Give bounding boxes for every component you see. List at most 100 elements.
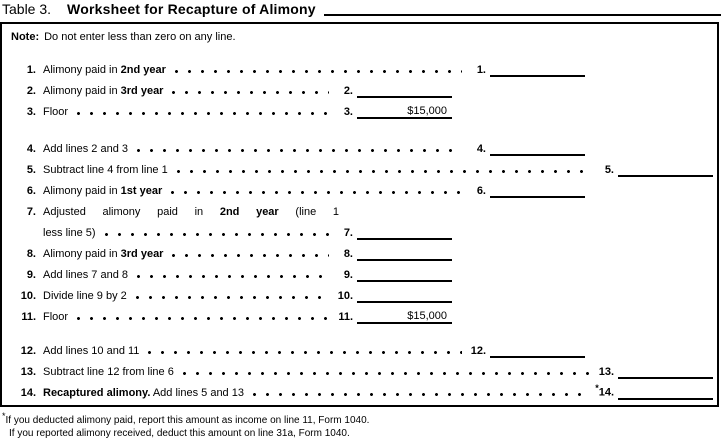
label-text: Adjusted alimony paid in xyxy=(43,206,220,218)
column-spacer xyxy=(452,281,713,282)
dot-leader xyxy=(176,170,590,173)
line-label: Subtract line 4 from line 1 xyxy=(43,163,168,177)
dot-leader xyxy=(171,191,462,194)
answer: 3. $15,000 xyxy=(338,104,452,119)
answer: 1. xyxy=(471,62,585,77)
footnote-text-1: If you deducted alimony paid, report thi… xyxy=(5,415,370,426)
answer: 2. xyxy=(338,83,452,98)
line-label: Add lines 2 and 3 xyxy=(43,142,128,156)
line-label: Recaptured alimony. Add lines 5 and 13 xyxy=(43,386,244,400)
line-label: Floor xyxy=(43,310,68,324)
footnote-star: * xyxy=(2,411,6,421)
label-text: Add lines 7 and 8 xyxy=(43,269,129,281)
answer-line-number: *14. xyxy=(595,381,614,400)
label-bold-text: 1st year xyxy=(120,185,163,197)
answer-line-number: 5. xyxy=(604,164,614,176)
dot-leader xyxy=(174,70,462,73)
answer-blank xyxy=(618,385,713,400)
dot-leader xyxy=(137,275,329,278)
column-spacer xyxy=(585,155,713,156)
footnote-line-2: If you reported alimony received, deduct… xyxy=(2,427,721,440)
line-number: 7. xyxy=(26,206,36,218)
line-number: 9. xyxy=(26,269,36,281)
line-number: 14. xyxy=(20,387,36,399)
line-label: Floor xyxy=(43,105,68,119)
answer-value: $15,000 xyxy=(407,105,447,117)
line-label: Divide line 9 by 2 xyxy=(43,289,127,303)
line-label: Adjusted alimony paid in 2nd year (line … xyxy=(43,205,339,219)
answer: 11. $15,000 xyxy=(338,309,452,324)
line-label: Alimony paid in 3rd year xyxy=(43,247,163,261)
page-title: Worksheet for Recapture of Alimony xyxy=(67,1,316,17)
dot-leader xyxy=(252,393,587,396)
line-number: 5. xyxy=(26,164,36,176)
answer-blank xyxy=(357,246,452,261)
line-number: 3. xyxy=(26,106,36,118)
dot-leader xyxy=(77,112,329,115)
answer-blank xyxy=(357,267,452,282)
worksheet-row-12: 12. Add lines 10 and 11 12. xyxy=(2,337,717,358)
answer-line-number: 4. xyxy=(476,143,486,155)
line-label: Subtract line 12 from line 6 xyxy=(43,365,174,379)
label-text: Add lines 5 and 13 xyxy=(150,387,244,399)
column-spacer xyxy=(585,357,713,358)
answer-blank xyxy=(490,183,585,198)
worksheet-row-10: 10. Divide line 9 by 2 10. xyxy=(2,282,717,303)
line-label: Alimony paid in 3rd year xyxy=(43,84,163,98)
answer-line-number: 3. xyxy=(343,106,353,118)
worksheet-row-7-line-2: less line 5) 7. xyxy=(2,219,717,240)
line-label: Add lines 7 and 8 xyxy=(43,268,128,282)
note-text: Do not enter less than zero on any line. xyxy=(44,31,236,43)
answer-blank: $15,000 xyxy=(357,104,452,119)
answer: *14. xyxy=(595,381,713,400)
worksheet-row-9: 9. Add lines 7 and 8 9. xyxy=(2,261,717,282)
note-label: Note: xyxy=(11,31,40,43)
column-spacer xyxy=(585,76,713,77)
answer-blank xyxy=(618,364,713,379)
line-number: 1. xyxy=(26,64,36,76)
line-label: Add lines 10 and 11 xyxy=(43,344,139,358)
label-text: Alimony paid in xyxy=(43,185,121,197)
answer-blank xyxy=(357,288,452,303)
answer-line-number: 13. xyxy=(598,366,614,378)
answer-line-number: 12. xyxy=(470,345,486,357)
footnote-text-2: If you reported alimony received, deduct… xyxy=(9,428,350,439)
dot-leader xyxy=(172,254,329,257)
column-spacer xyxy=(585,197,713,198)
line-number: 2. xyxy=(26,85,36,97)
title-rule xyxy=(323,14,721,16)
answer-blank xyxy=(490,343,585,358)
worksheet-row-4: 4. Add lines 2 and 3 4. xyxy=(2,135,717,156)
label-text: Add lines 2 and 3 xyxy=(43,143,129,155)
dot-leader xyxy=(172,91,329,94)
answer-line-number: 7. xyxy=(343,227,353,239)
answer: 4. xyxy=(471,141,585,156)
footnote-line-1: *If you deducted alimony paid, report th… xyxy=(2,410,721,427)
label-text: Floor xyxy=(43,106,69,118)
dot-leader xyxy=(104,233,329,236)
answer-blank xyxy=(490,141,585,156)
answer: 13. xyxy=(599,364,713,379)
line-number: 12. xyxy=(20,345,36,357)
dot-leader xyxy=(137,149,462,152)
column-spacer xyxy=(452,323,713,324)
line-number: 13. xyxy=(20,366,36,378)
line-number: 6. xyxy=(26,185,36,197)
worksheet-row-3: 3. Floor 3. $15,000 xyxy=(2,98,717,119)
answer-line-number: 6. xyxy=(476,185,486,197)
column-spacer xyxy=(452,118,713,119)
label-text: (line 1 xyxy=(278,206,339,218)
answer: 9. xyxy=(338,267,452,282)
column-spacer xyxy=(452,239,713,240)
worksheet-row-14: 14. Recaptured alimony. Add lines 5 and … xyxy=(2,379,717,400)
worksheet-row-7-line-1: 7. Adjusted alimony paid in 2nd year (li… xyxy=(2,198,717,219)
label-bold-text: 2nd year xyxy=(120,64,166,76)
column-spacer xyxy=(452,302,713,303)
answer-blank xyxy=(357,225,452,240)
footnote: *If you deducted alimony paid, report th… xyxy=(0,410,721,440)
answer-line-number: 2. xyxy=(343,85,353,97)
worksheet-rows: 1. Alimony paid in 2nd year 1. 2. Alimon… xyxy=(2,56,717,400)
dot-leader xyxy=(148,351,462,354)
answer-number-text: 14. xyxy=(598,387,614,399)
label-bold-text: Recaptured alimony. xyxy=(43,387,151,399)
